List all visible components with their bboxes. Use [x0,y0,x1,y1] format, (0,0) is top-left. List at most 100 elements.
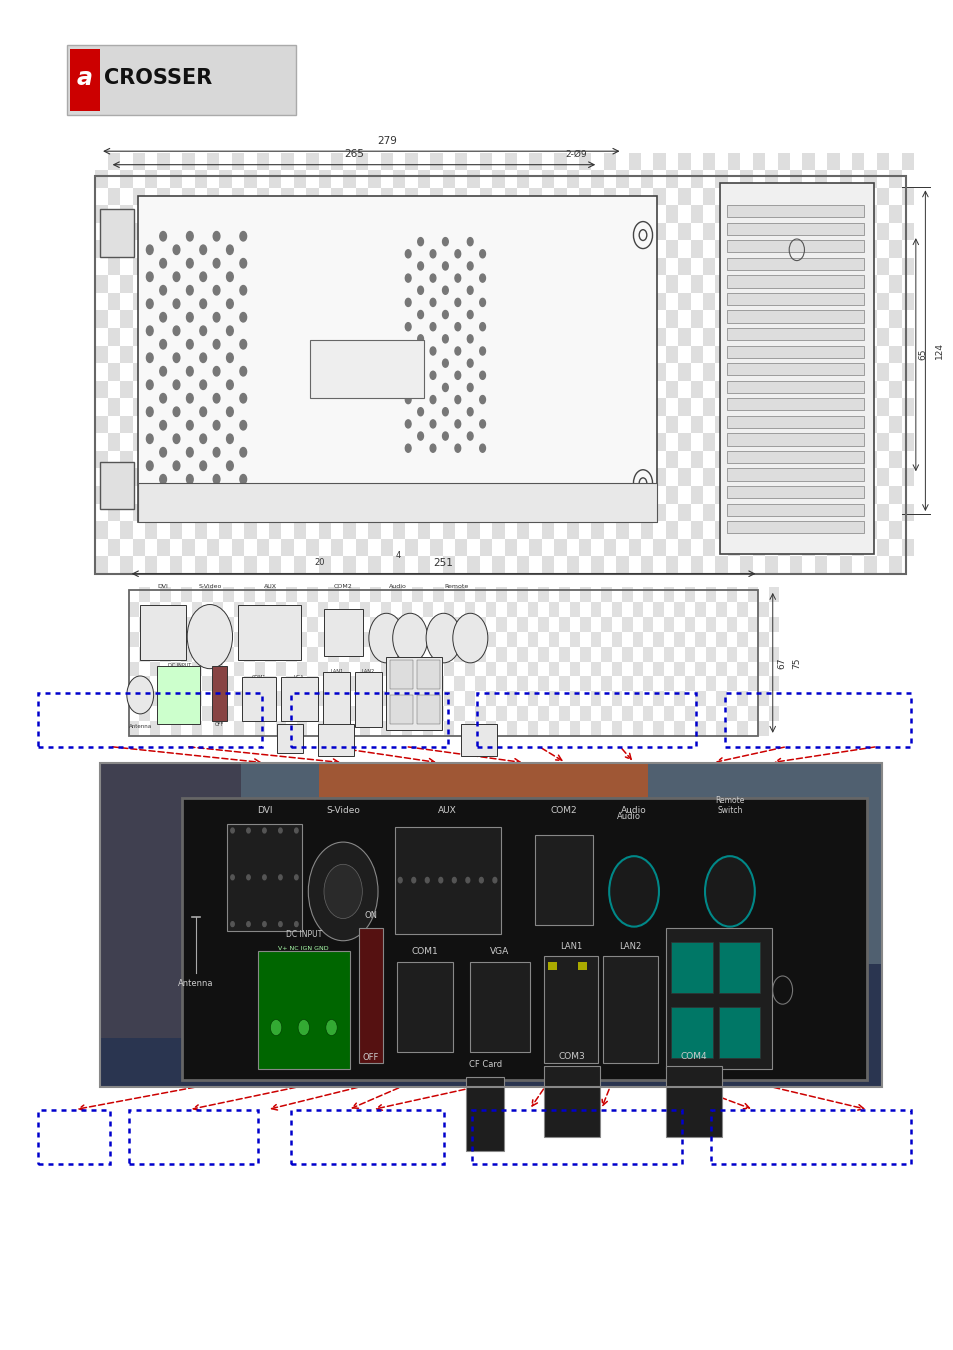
Bar [653,539,665,556]
Circle shape [405,347,411,355]
Bar [219,451,232,468]
Bar [405,223,417,240]
Bar [182,433,194,451]
Bar [603,433,616,451]
Bar [207,539,219,556]
Bar [95,240,108,258]
Bar [318,521,331,539]
Bar [150,602,160,617]
Bar [417,556,430,574]
Circle shape [213,394,220,402]
Bar [145,346,157,363]
Circle shape [227,489,233,498]
Bar [256,223,269,240]
Circle shape [173,489,180,498]
Bar [665,1066,720,1137]
Bar [291,1110,443,1164]
Bar [724,693,910,747]
Bar [777,363,789,381]
Bar [591,521,603,539]
Bar [145,310,157,328]
Bar [380,691,391,706]
Bar [386,657,441,730]
Circle shape [247,875,250,880]
Bar [455,539,467,556]
Bar [716,662,726,676]
Bar [422,602,433,617]
Circle shape [227,433,233,443]
Bar [359,721,370,736]
Bar [256,153,269,170]
Circle shape [247,828,250,833]
Bar [702,328,715,346]
Bar [752,223,764,240]
Bar [338,632,349,647]
Bar [727,398,740,416]
Text: OFF: OFF [214,722,224,728]
Bar [281,223,294,240]
Bar [442,346,455,363]
Bar [888,451,901,468]
Bar [150,632,160,647]
Bar [485,632,496,647]
Bar [207,258,219,275]
Bar [393,170,405,188]
Bar [541,275,554,293]
Bar [129,662,139,676]
Bar [485,602,496,617]
Bar [684,647,695,662]
Text: 279: 279 [377,136,397,146]
Circle shape [465,878,469,883]
Text: COM4: COM4 [471,738,486,744]
Bar [108,293,120,310]
Bar [355,363,368,381]
Bar [380,602,391,617]
Bar [611,721,621,736]
Bar [281,258,294,275]
Circle shape [240,394,247,402]
Bar [789,521,801,539]
Bar [826,363,839,381]
Bar [269,381,281,398]
Bar [412,676,422,691]
Bar [150,691,160,706]
Bar [170,205,182,223]
Bar [194,521,207,539]
Bar [479,504,492,521]
Bar [455,293,467,310]
Bar [132,293,145,310]
Circle shape [493,878,497,883]
Bar [281,398,294,416]
Bar [603,363,616,381]
Bar [876,258,888,275]
Bar [454,676,464,691]
Bar [380,328,393,346]
Bar [616,486,628,504]
Bar [412,706,422,721]
Bar [349,676,359,691]
Text: LAN2: LAN2 [361,668,375,674]
Bar [265,706,275,721]
Circle shape [187,258,193,267]
Bar [182,398,194,416]
Bar [789,310,801,328]
Bar [764,170,777,188]
Bar [695,602,705,617]
Bar [628,363,640,381]
Bar [160,676,171,691]
Bar [492,275,504,293]
Bar [690,416,702,433]
Bar [170,310,182,328]
Bar [232,363,244,381]
Bar [653,433,665,451]
Bar [294,240,306,258]
Bar [665,486,678,504]
Circle shape [294,828,297,833]
Bar [192,662,202,676]
Bar [95,275,108,293]
Circle shape [442,383,448,392]
Bar [455,188,467,205]
Circle shape [227,462,233,471]
Text: LAN1: LAN1 [559,941,581,950]
Bar [232,153,244,170]
